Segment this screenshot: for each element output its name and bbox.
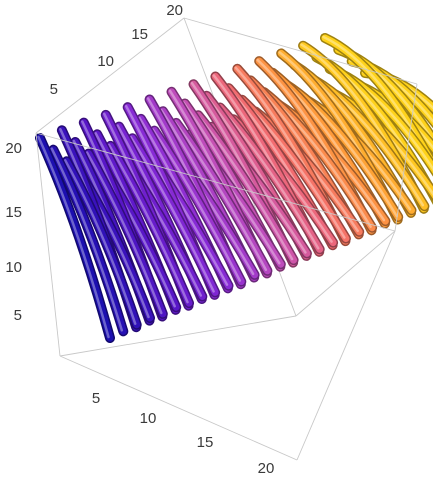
z-tick-label-10: 10	[5, 259, 22, 276]
stream-tube-3	[61, 156, 142, 330]
plot-box-front-edges	[35, 17, 418, 461]
stream-tubes	[35, 33, 433, 343]
box-edge-right-vertical	[394, 83, 418, 232]
z-tick-label-5: 5	[14, 307, 22, 324]
axis-tick-labels: 5 10 15 20 20 15 10 5 5 10 15 20	[5, 2, 274, 477]
y-tick-label-20: 20	[166, 2, 183, 19]
z-tick-label-15: 15	[5, 204, 22, 221]
stream-tube-1-highlight	[37, 135, 110, 339]
box-edge-back-bottom-left	[59, 315, 297, 357]
box-edge-bottom-front	[59, 355, 298, 461]
stream-tube-23-highlight	[173, 120, 268, 272]
stream-tube-15	[127, 133, 221, 298]
stream-tube-1	[35, 133, 115, 343]
stream-tube-11-highlight	[107, 143, 189, 304]
stream-tube-3-highlight	[63, 159, 137, 325]
box-edge-back-bottom-right	[295, 230, 396, 317]
y-tick-label-5: 5	[50, 81, 58, 98]
box-edge-left-vertical	[35, 132, 61, 357]
box-edge-top-front	[35, 132, 396, 232]
y-tick-label-15: 15	[131, 26, 148, 43]
stream-tube-7	[83, 148, 168, 319]
stream-tube-15-highlight	[129, 136, 215, 293]
stream-tube-2	[48, 144, 129, 337]
stream-tube-11	[105, 140, 194, 309]
x-tick-label-20: 20	[258, 460, 275, 477]
stream-tube-19	[149, 125, 247, 287]
stream-tube-2-highlight	[50, 147, 124, 332]
box-edge-bottom-right	[296, 230, 396, 461]
stream-tube-19-highlight	[151, 128, 242, 282]
z-tick-label-20: 20	[5, 140, 22, 157]
x-tick-label-5: 5	[92, 390, 100, 407]
y-tick-label-10: 10	[97, 53, 114, 70]
x-tick-label-10: 10	[140, 410, 157, 427]
x-tick-label-15: 15	[197, 434, 214, 451]
box-edge-top-left	[35, 17, 185, 134]
stream-tube-23	[171, 117, 273, 276]
box-edge-top-back	[183, 17, 418, 85]
stream-tube-7-highlight	[85, 151, 163, 315]
